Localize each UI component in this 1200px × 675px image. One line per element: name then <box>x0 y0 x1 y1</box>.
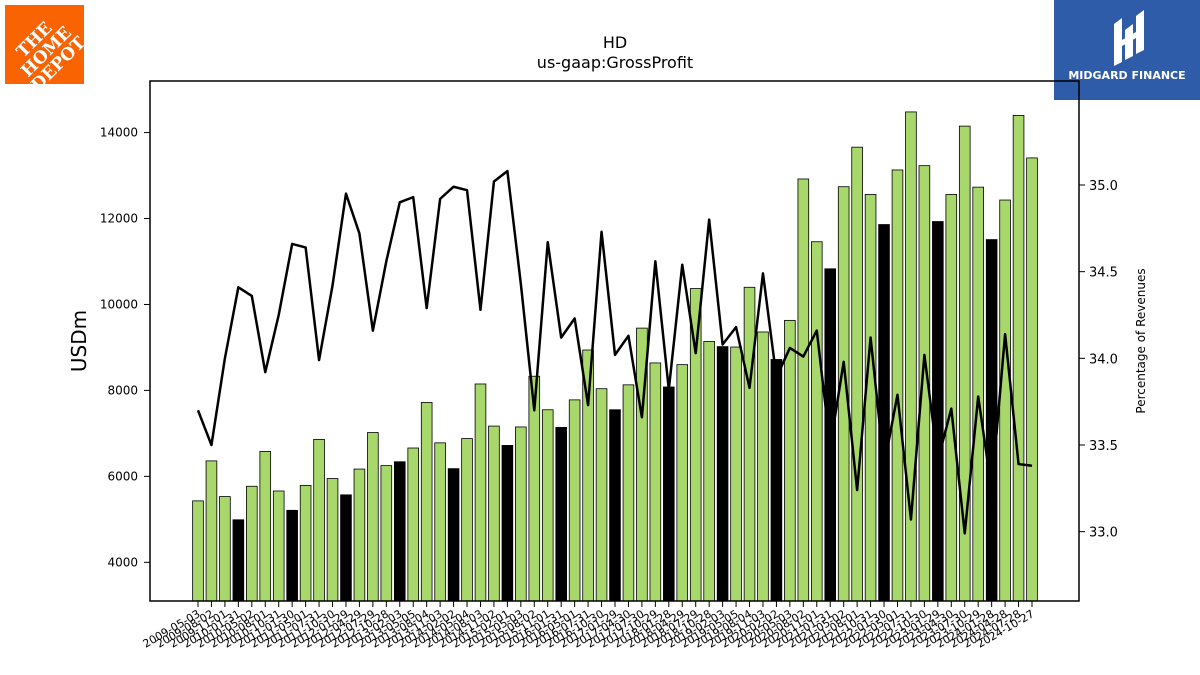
bar-2013-05-05 <box>407 447 420 602</box>
bar-2021-01-31 <box>824 268 837 602</box>
bar-2012-10-28 <box>380 465 393 602</box>
y2-tick-label: 33.0 <box>1089 526 1118 541</box>
y-tick-label: 8000 <box>107 383 138 397</box>
chart-subtitle: us-gaap:GrossProfit <box>537 53 693 72</box>
bar-2011-01-30 <box>286 509 298 602</box>
bars <box>192 111 1038 602</box>
y-axis-label: USDm <box>67 310 91 372</box>
y-tick-label: 6000 <box>107 469 138 483</box>
bar-2014-08-03 <box>474 383 487 602</box>
y2-tick-label: 35.0 <box>1089 179 1118 194</box>
bar-2022-01-30 <box>878 224 890 602</box>
bar-2012-07-29 <box>367 432 379 602</box>
bar-2013-02-03 <box>393 461 406 602</box>
bar-2019-05-05 <box>730 346 742 602</box>
bar-2019-02-03 <box>716 346 729 602</box>
bar-2020-05-03 <box>784 319 796 602</box>
y-tick-label: 14000 <box>100 126 138 140</box>
bar-2010-05-02 <box>246 485 258 602</box>
y2-axis-label: Percentage of Revenues <box>1134 268 1148 413</box>
y-tick-label: 12000 <box>100 212 138 226</box>
y2-tick-label: 34.0 <box>1089 352 1118 367</box>
right-axis-ticks: 33.0 33.5 34.0 34.5 35.0 <box>1079 179 1118 541</box>
bar-2018-01-28 <box>663 386 675 602</box>
bar-2021-10-31 <box>864 194 877 602</box>
bar-2011-05-01 <box>299 484 312 602</box>
y2-tick-label: 34.5 <box>1089 266 1118 281</box>
bar-2010-01-31 <box>232 519 245 602</box>
midgard-mark-icon <box>1114 10 1144 66</box>
home-depot-logo: THE HOME DEPOT <box>5 5 84 84</box>
bar-2012-01-29 <box>340 494 352 602</box>
bar-2015-11-01 <box>541 409 554 602</box>
bar-2023-04-30 <box>945 194 958 602</box>
bar-2022-07-31 <box>905 111 917 602</box>
bar-2014-11-02 <box>488 425 500 602</box>
bar-2024-04-28 <box>999 199 1011 602</box>
bar-2009-05-03 <box>192 500 204 602</box>
bar-2020-08-02 <box>797 178 810 602</box>
bar-2023-01-29 <box>932 221 944 602</box>
bar-2014-02-02 <box>447 468 460 602</box>
bar-2020-02-02 <box>770 359 783 602</box>
bar-2016-10-30 <box>595 388 608 602</box>
bar-2013-08-04 <box>420 402 433 602</box>
bar-2010-10-31 <box>272 490 285 602</box>
bar-2009-11-01 <box>219 496 231 602</box>
bar-2010-08-01 <box>259 451 272 602</box>
y2-tick-label: 33.5 <box>1089 439 1118 454</box>
bar-2017-04-30 <box>622 384 635 602</box>
bar-2016-05-01 <box>568 399 581 602</box>
bar-2015-02-01 <box>501 445 514 602</box>
bar-2018-10-28 <box>703 341 715 602</box>
bar-2019-11-03 <box>757 331 769 602</box>
x-axis-ticks: 2009-05-032009-08-022009-11-012010-01-31… <box>141 601 1037 651</box>
midgard-finance-brand: MIDGARD FINANCE <box>1068 69 1186 82</box>
bar-2017-10-29 <box>649 362 662 602</box>
bar-2013-11-03 <box>434 442 446 602</box>
bar-2016-01-31 <box>555 426 567 602</box>
bar-2019-08-04 <box>743 286 756 602</box>
bar-2023-10-29 <box>972 186 984 602</box>
bar-2022-05-01 <box>891 169 904 602</box>
chart-title: HD <box>603 33 627 52</box>
bar-2024-07-28 <box>1012 114 1025 602</box>
bar-2018-04-29 <box>676 364 689 602</box>
bar-2011-10-30 <box>326 478 339 602</box>
y-tick-label: 10000 <box>100 297 138 311</box>
bar-2021-08-01 <box>851 146 863 602</box>
bar-2015-05-03 <box>515 426 527 602</box>
bar-2024-01-28 <box>985 239 998 602</box>
left-axis-ticks: 4000 6000 8000 10000 12000 14000 <box>100 126 150 569</box>
bar-2011-07-31 <box>313 439 325 602</box>
bar-2014-05-04 <box>461 438 473 602</box>
percentage-line <box>196 169 1033 535</box>
midgard-finance-logo: MIDGARD FINANCE <box>1054 0 1200 100</box>
bar-2024-10-27 <box>1026 157 1038 602</box>
bar-2009-08-02 <box>205 460 218 602</box>
bar-2017-01-29 <box>609 409 621 602</box>
y-tick-label: 4000 <box>107 555 138 569</box>
bar-2020-11-01 <box>810 241 823 602</box>
bar-2012-04-29 <box>353 468 366 602</box>
